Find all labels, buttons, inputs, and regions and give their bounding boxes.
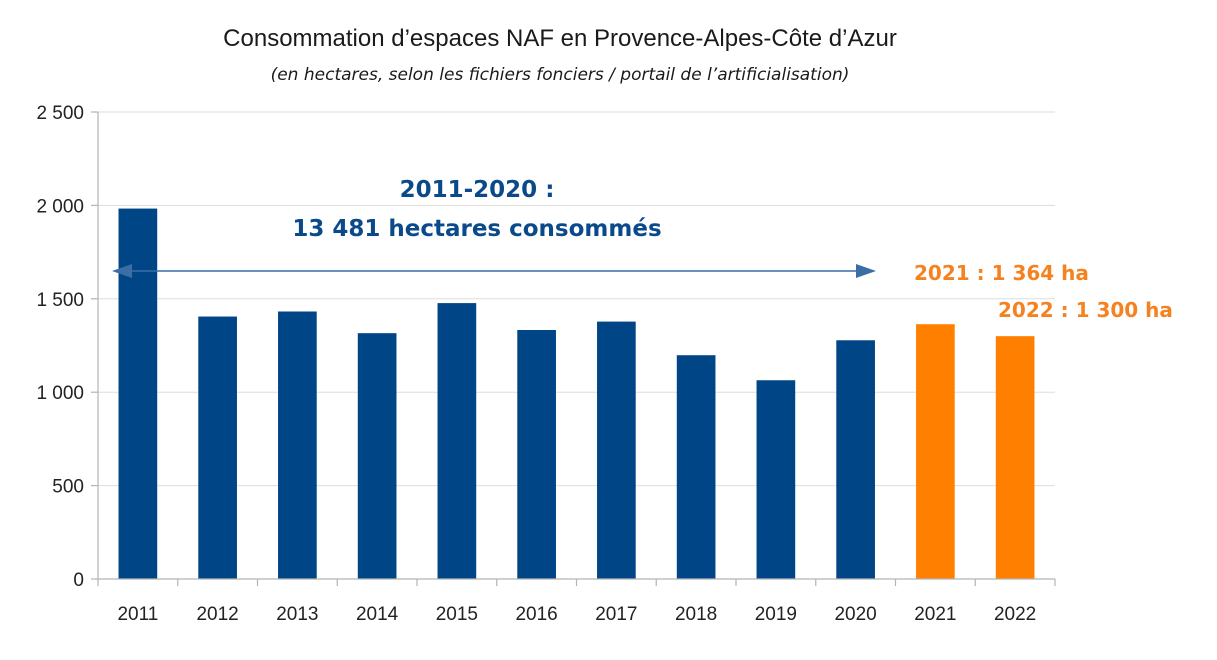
bar-2011 — [118, 208, 158, 579]
y-tick-label: 2 500 — [36, 103, 84, 124]
annotation-2022: 2022 : 1 300 ha — [998, 298, 1173, 322]
x-tick-label: 2013 — [276, 604, 318, 625]
period-label-line1: 2011-2020 : — [400, 177, 555, 203]
period-arrow-left-head — [112, 264, 132, 278]
y-tick-label: 1 500 — [36, 290, 84, 311]
bar-2018 — [676, 355, 716, 579]
x-tick-label: 2012 — [196, 604, 238, 625]
bar-2021 — [916, 324, 955, 579]
x-tick-label: 2021 — [914, 604, 956, 625]
bar-2016 — [517, 329, 556, 579]
x-tick-label: 2022 — [994, 604, 1036, 625]
bar-2019 — [756, 380, 796, 579]
bar-2012 — [198, 316, 237, 579]
y-tick-label: 500 — [52, 477, 84, 498]
chart-title: Consommation d’espaces NAF en Provence-A… — [223, 25, 897, 52]
x-tick-label: 2015 — [436, 604, 478, 625]
bar-2017 — [597, 321, 636, 579]
period-arrow-right-head — [856, 264, 876, 278]
bar-2015 — [437, 303, 477, 579]
bars — [118, 208, 1035, 579]
x-tick-label: 2016 — [515, 604, 557, 625]
x-tick-label: 2011 — [117, 604, 158, 625]
y-axis-ticks: 0 500 1 000 1 500 2 000 2 500 — [36, 103, 99, 591]
bar-2022 — [995, 336, 1035, 579]
x-tick-label: 2017 — [595, 604, 637, 625]
x-axis-ticks: 2011 2012 2013 2014 2015 2016 2017 2018 2019 2020… — [97, 579, 1056, 625]
period-arrow — [112, 264, 876, 278]
y-tick-label: 2 000 — [36, 196, 84, 217]
bar-2013 — [278, 311, 317, 579]
x-tick-label: 2019 — [755, 604, 797, 625]
period-label-line2: 13 481 hectares consommés — [292, 216, 661, 242]
chart-subtitle: (en hectares, selon les fichiers foncier… — [271, 65, 850, 85]
y-tick-label: 0 — [73, 570, 84, 591]
y-tick-label: 1 000 — [36, 383, 84, 404]
annotation-2021: 2021 : 1 364 ha — [914, 261, 1089, 285]
x-tick-label: 2020 — [834, 604, 876, 625]
bar-2014 — [357, 333, 397, 579]
x-tick-label: 2018 — [675, 604, 717, 625]
gridlines — [98, 111, 1055, 487]
bar-2020 — [836, 340, 875, 579]
x-tick-label: 2014 — [356, 604, 399, 625]
